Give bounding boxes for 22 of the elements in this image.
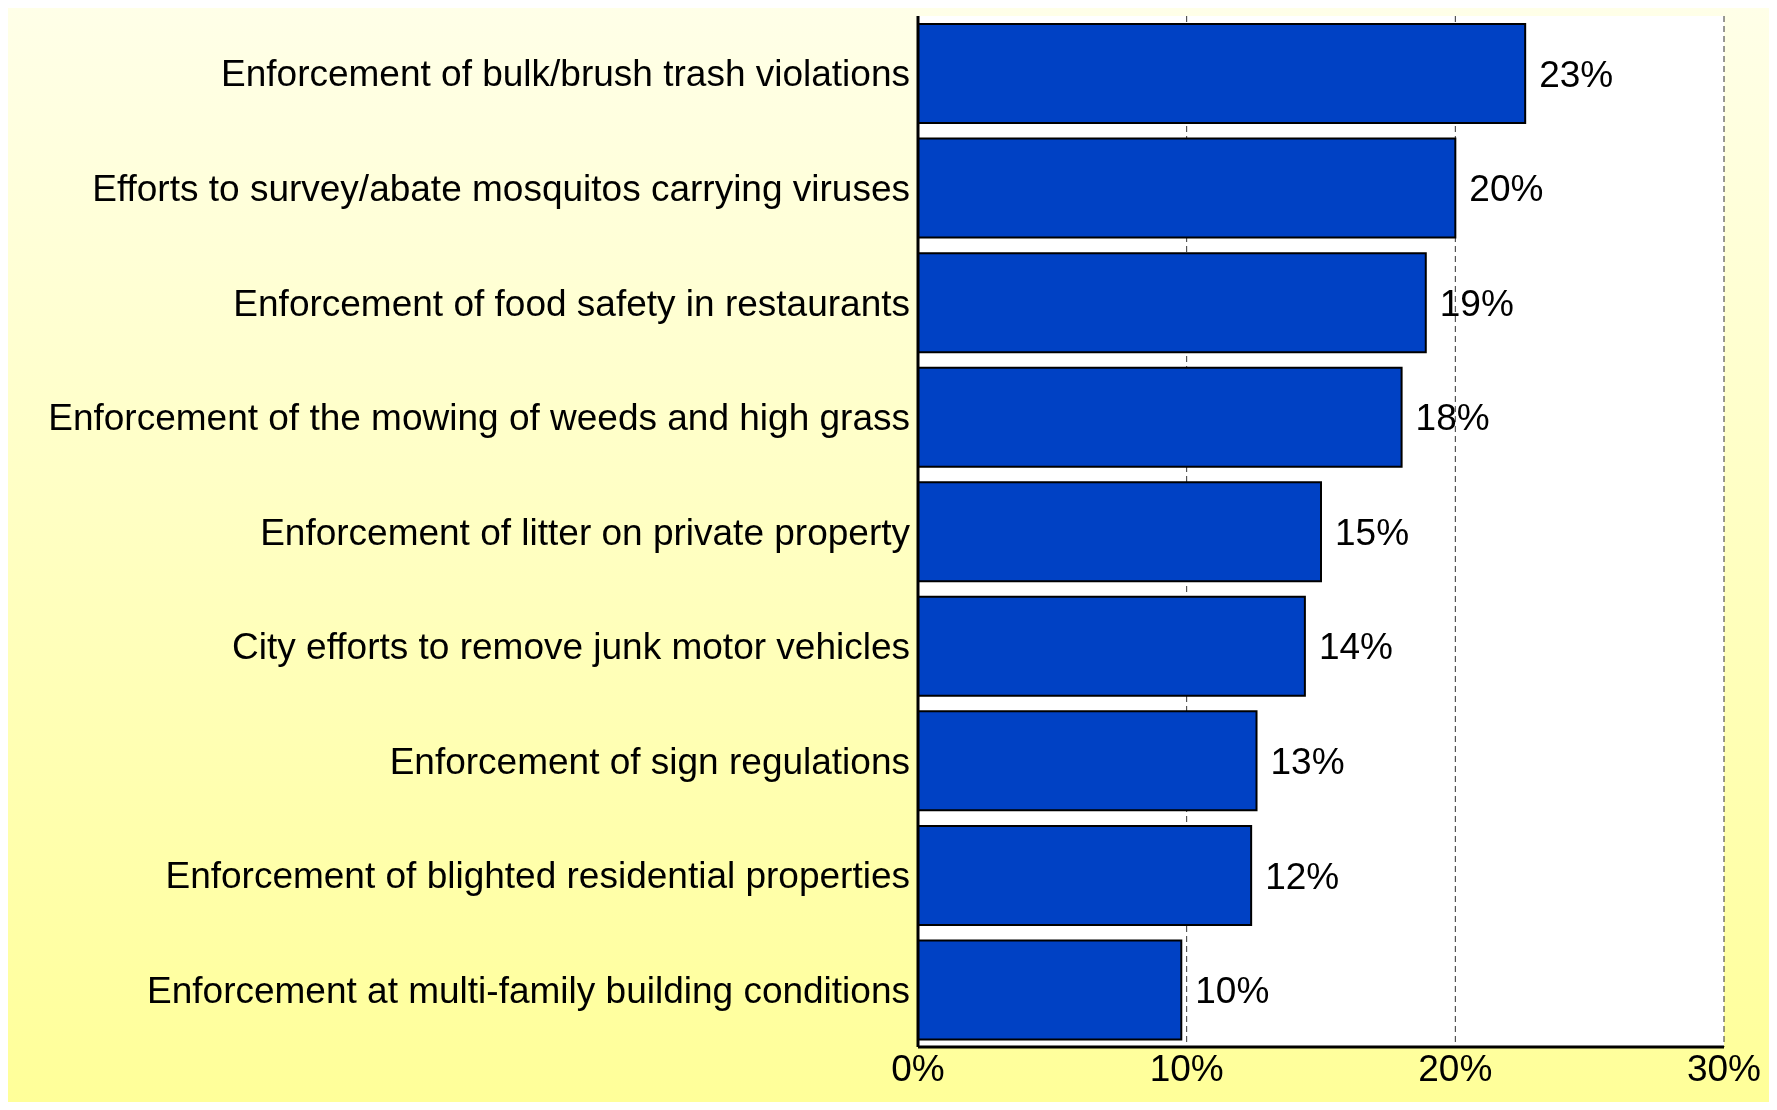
data-label: 18% <box>1415 397 1490 439</box>
y-tick-label: Enforcement of food safety in restaurants <box>233 282 910 324</box>
x-tick-label: 30% <box>1686 1048 1762 1090</box>
x-tick-label: 10% <box>1149 1048 1224 1090</box>
y-tick-label: City efforts to remove junk motor vehicles <box>232 626 910 668</box>
data-label: 19% <box>1439 282 1514 324</box>
y-tick-label: Enforcement of bulk/brush trash violations <box>221 53 910 95</box>
y-tick-label: Enforcement of blighted residential properties <box>165 855 910 897</box>
y-tick-label: Enforcement of the mowing of weeds and high grass <box>48 397 910 439</box>
y-tick-label: Enforcement of litter on private property <box>260 511 911 553</box>
data-label: 23% <box>1539 53 1614 95</box>
y-tick-label: Efforts to survey/abate mosquitos carrying viruses <box>92 167 910 209</box>
data-label: 20% <box>1469 168 1544 210</box>
y-tick-label: Enforcement at multi-family building conditions <box>147 969 910 1011</box>
data-label: 12% <box>1265 855 1340 897</box>
x-tick-label: 0% <box>891 1048 945 1090</box>
y-tick-label: Enforcement of sign regulations <box>389 740 910 782</box>
x-tick-label: 20% <box>1418 1048 1493 1090</box>
data-label: 10% <box>1195 970 1270 1012</box>
data-label: 14% <box>1318 626 1393 668</box>
data-label: 13% <box>1270 740 1345 782</box>
data-label: 15% <box>1335 511 1410 553</box>
